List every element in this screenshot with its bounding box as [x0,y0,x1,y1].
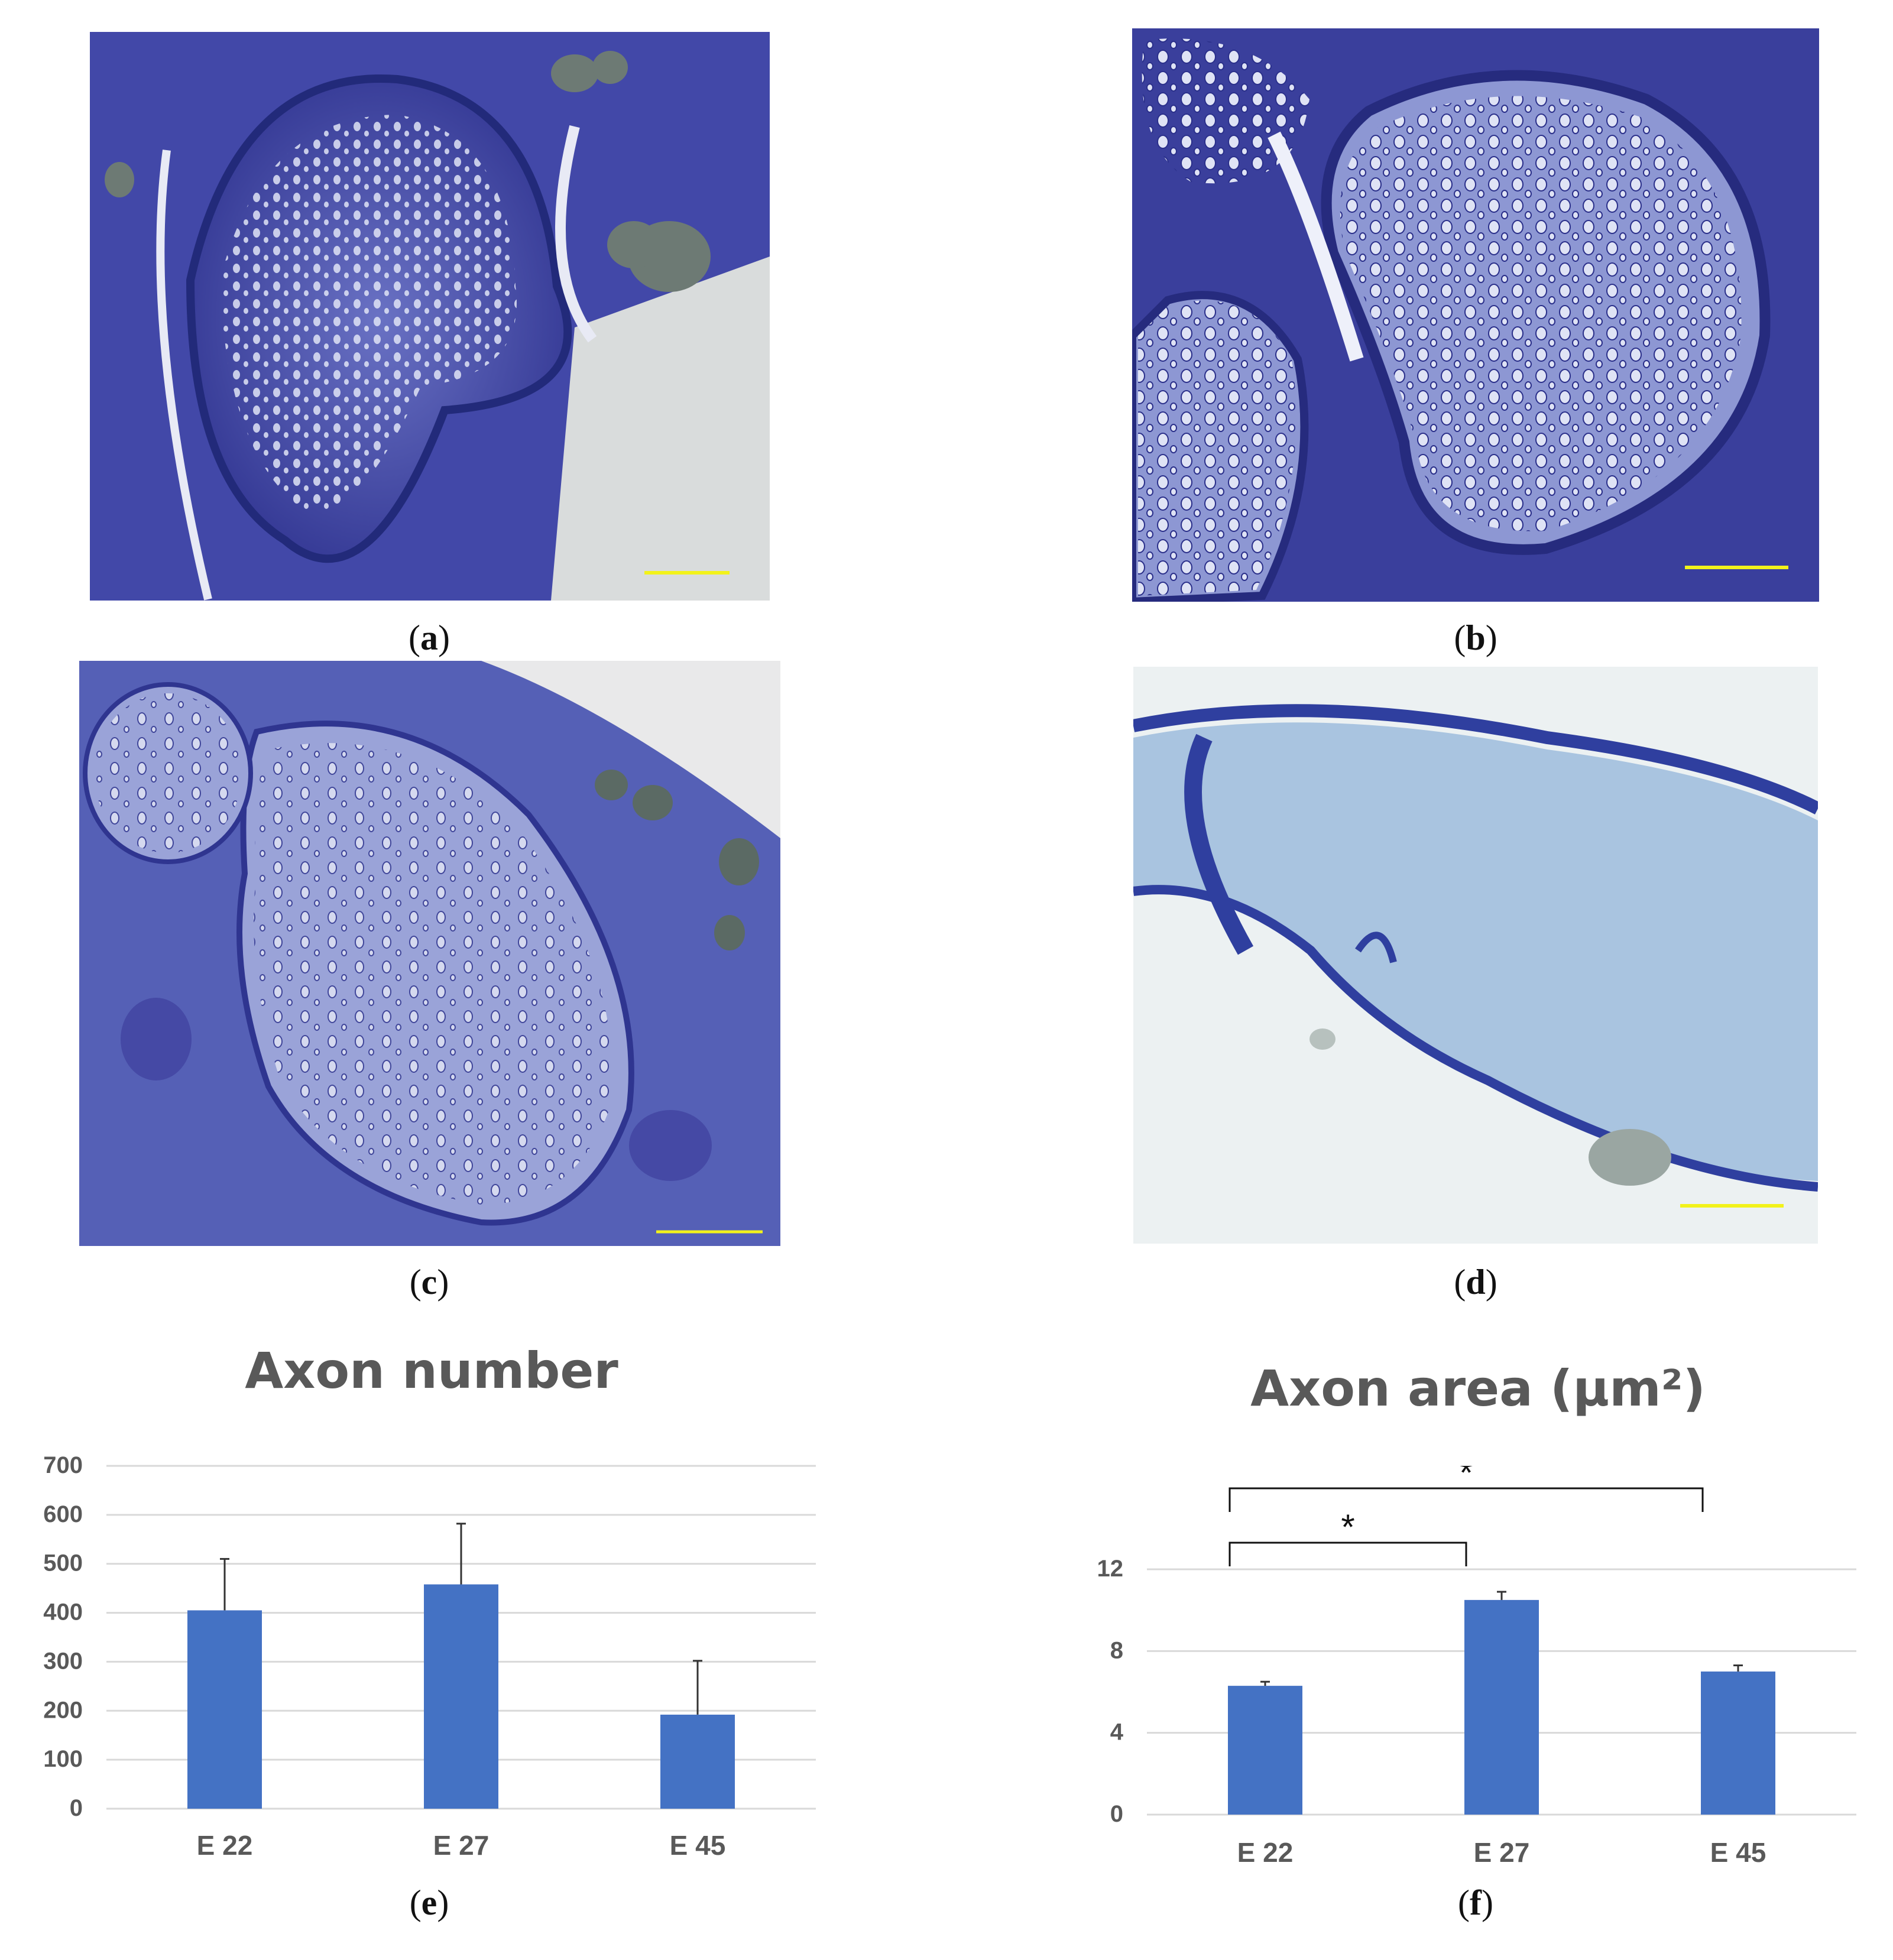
x-tick-label: E 27 [1474,1837,1530,1868]
caption-a: (a) [409,618,450,657]
y-tick-label: 8 [1110,1637,1123,1663]
x-tick-label: E 27 [433,1830,490,1861]
y-tick-label: 200 [43,1697,83,1723]
micrograph-c [79,661,780,1246]
significance-label: * [1459,1466,1473,1492]
bar [1701,1671,1775,1815]
micrograph-d [1133,667,1818,1244]
bar [424,1584,498,1809]
y-tick-label: 0 [70,1795,83,1821]
y-tick-label: 4 [1110,1719,1124,1745]
chart-title-f: Axon area (μm²) [1250,1359,1706,1417]
y-tick-label: 12 [1097,1556,1124,1582]
y-tick-label: 0 [1110,1801,1123,1827]
chart-title-e: Axon number [245,1342,618,1400]
axon-number-chart: 0 100 200 300 400 500 600 700 E 22 E 27 E 45 [43,1452,816,1861]
y-tick-label: 700 [43,1452,83,1478]
y-tick-label: 500 [43,1550,83,1576]
x-tick-label: E 22 [1237,1837,1294,1868]
bar [660,1714,735,1809]
y-tick-label: 400 [43,1599,83,1625]
x-tick-label: E 45 [670,1830,726,1861]
significance-label: * [1341,1507,1354,1547]
x-tick-label: E 22 [197,1830,253,1861]
bar [1228,1686,1302,1815]
significance-bracket [1228,1542,1467,1566]
y-tick-label: 300 [43,1648,83,1674]
micrograph-b [1132,28,1819,602]
y-tick-label: 600 [43,1501,83,1527]
y-tick-label: 100 [43,1746,83,1772]
caption-c: (c) [409,1263,449,1302]
caption-f: (f) [1458,1883,1493,1922]
caption-d: (d) [1454,1263,1497,1302]
micrograph-a [90,32,770,601]
axon-area-chart: 0 4 8 12 E 22 E 27 E 45 * * [1097,1466,1856,1868]
significance-bracket [1228,1487,1704,1512]
bar [1464,1599,1539,1815]
caption-e: (e) [409,1883,449,1922]
caption-b: (b) [1454,618,1497,657]
x-tick-label: E 45 [1710,1837,1766,1868]
bar [187,1610,262,1809]
